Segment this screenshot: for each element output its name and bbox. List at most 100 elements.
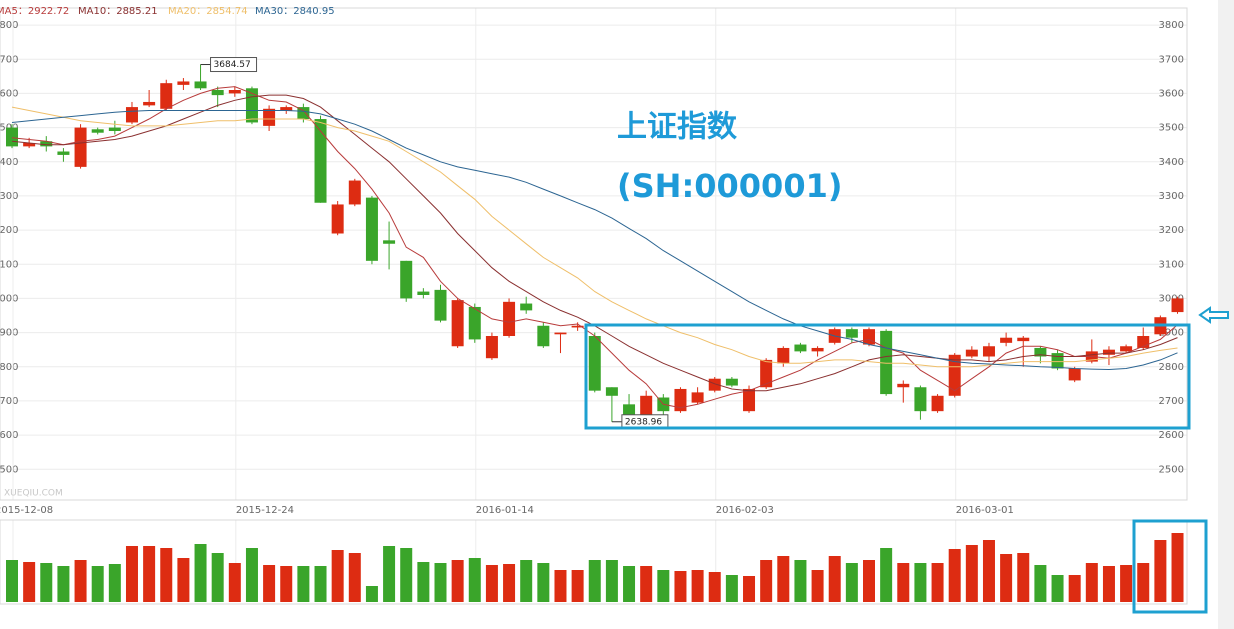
volume-bar (914, 563, 927, 602)
candle-body (863, 329, 875, 345)
candle-body (1120, 346, 1133, 352)
volume-bar (674, 571, 687, 602)
y-tick-label: 3600 (1159, 88, 1184, 99)
y-tick-label: 2700 (0, 396, 18, 407)
candle-body (554, 332, 567, 335)
volume-bar (588, 560, 601, 602)
volume-bar (263, 565, 276, 602)
grid-layer: 2500 2500 2600 2600 2700 2700 2800 2800 2900 2900… (0, 8, 1187, 602)
y-tick-label: 3200 (0, 225, 18, 236)
candle-body (503, 301, 516, 336)
volume-bar (383, 546, 396, 602)
legend-value: 2840.95 (293, 6, 334, 17)
candle-body (588, 336, 601, 391)
legend-entry: MA10：2885.21 (78, 6, 158, 17)
candle-body (725, 378, 738, 386)
volume-bar (640, 566, 653, 602)
volume-bar (1051, 575, 1064, 602)
y-tick-label: 3700 (1159, 54, 1184, 65)
volume-bar (160, 548, 173, 602)
candle-body (1000, 337, 1013, 343)
candle-body (91, 129, 104, 133)
chart-title: 上证指数 (617, 110, 738, 145)
candle-body (931, 395, 944, 412)
volume-bar (468, 558, 481, 602)
volume-bar (931, 563, 944, 602)
volume-bar (23, 562, 36, 602)
volume-bar (417, 562, 430, 602)
volume-bar (1120, 565, 1133, 602)
candle-body (1171, 298, 1184, 313)
volume-bar (1068, 575, 1081, 602)
candle-body (125, 107, 138, 123)
candle-body (640, 395, 653, 417)
candle-body (520, 303, 533, 311)
legend: MA5：2922.72 MA10：2885.21 MA20：2854.74 MA30：… (0, 6, 335, 17)
y-tick-label: 2800 (0, 362, 18, 373)
volume-bar (1017, 553, 1030, 602)
volume-bar (1102, 566, 1115, 602)
volume-bar (143, 546, 156, 602)
x-tick-label: 2016-02-03 (716, 505, 774, 516)
candle-body (143, 101, 156, 106)
volume-bar (948, 549, 961, 602)
legend-entry: MA20：2854.74 (168, 6, 248, 17)
legend-entry: MA30：2840.95 (255, 6, 335, 17)
volume-bar (434, 563, 447, 602)
y-tick-label: 3800 (1159, 20, 1184, 31)
ma-line (11, 106, 1178, 368)
volume-bar (1154, 540, 1167, 602)
volume-bar (211, 553, 224, 602)
y-tick-label: 3500 (1159, 123, 1184, 134)
candle-body (6, 127, 18, 147)
candle-body (40, 141, 53, 147)
volume-bar (965, 545, 978, 602)
volume-bar (1137, 563, 1150, 602)
volume-bar (125, 546, 138, 602)
y-tick-label: 2900 (1159, 328, 1184, 339)
ma-line (11, 110, 1178, 371)
volume-bar (1085, 563, 1098, 602)
candle-body (537, 325, 550, 347)
volume-bar (485, 565, 498, 602)
candle-body (777, 347, 790, 364)
chart-subtitle: (SH:000001) (617, 167, 842, 205)
candle-body (400, 260, 413, 299)
volume-bar (657, 570, 670, 602)
legend-name: MA30： (255, 6, 293, 17)
candle-body (811, 347, 824, 352)
x-tick-label: 2016-03-01 (956, 505, 1014, 516)
volume-bar (708, 572, 721, 602)
candle-body (417, 291, 430, 295)
volume-bar (623, 566, 636, 602)
volume-bar (520, 560, 533, 602)
y-tick-label: 3300 (1159, 191, 1184, 202)
y-tick-label: 3700 (0, 54, 18, 65)
candle-body (280, 107, 293, 111)
y-tick-label: 2800 (1159, 362, 1184, 373)
candle-body (794, 344, 807, 352)
volume-bar (863, 560, 875, 602)
y-tick-label: 2700 (1159, 396, 1184, 407)
y-tick-label: 3800 (0, 20, 18, 31)
volume-bar (760, 560, 773, 602)
y-tick-label: 3200 (1159, 225, 1184, 236)
x-tick-label: 2016-01-14 (476, 505, 534, 516)
volume-bar (691, 570, 704, 602)
x-tick-label: 2015-12-24 (236, 505, 294, 516)
volume-bar (57, 566, 70, 602)
volume-bar (794, 560, 807, 602)
candle-body (1137, 336, 1150, 348)
volume-bar (828, 556, 841, 602)
candle-body (194, 81, 207, 89)
volume-bar (400, 548, 413, 602)
volume-bar (777, 556, 790, 602)
y-tick-label: 3600 (0, 88, 18, 99)
volume-bar (1034, 565, 1047, 602)
legend-value: 2854.74 (206, 6, 247, 17)
y-tick-label: 3100 (0, 259, 18, 270)
volume-bar (74, 560, 87, 602)
volume-bar (897, 563, 910, 602)
